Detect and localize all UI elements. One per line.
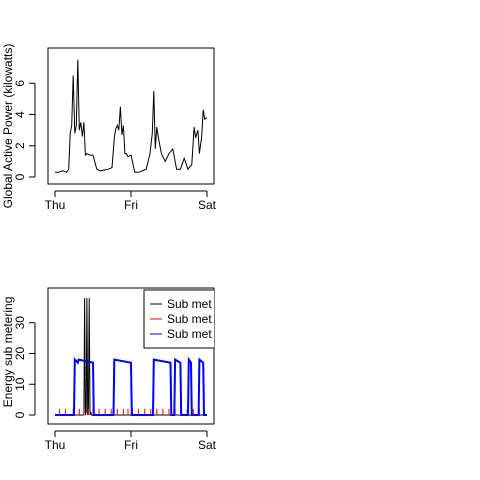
power-chart: 0 2 4 6 Thu Fri Sat Global Active Power (kilo… bbox=[1, 44, 217, 212]
submetering-y-axis-label: Energy sub metering bbox=[1, 297, 15, 408]
submetering-y-tick-label-1: 10 bbox=[13, 377, 27, 391]
submetering-y-tick-label-2: 20 bbox=[13, 347, 27, 361]
submetering-y-tick-label-0: 0 bbox=[13, 411, 27, 418]
submetering-series-line-1 bbox=[55, 298, 207, 416]
power-series-line-1 bbox=[55, 59, 208, 173]
submetering-series-line-3 bbox=[55, 356, 207, 416]
power-x-axis: Thu Fri Sat bbox=[45, 190, 217, 212]
submetering-y-axis: 0 10 20 30 bbox=[13, 316, 36, 418]
submetering-x-tick-label-2: Sat bbox=[198, 438, 217, 452]
power-y-tick-label-2: 4 bbox=[13, 111, 27, 118]
legend-label-2: Sub met bbox=[167, 312, 212, 326]
submetering-x-axis: Thu Fri Sat bbox=[45, 430, 217, 452]
submetering-x-tick-label-1: Fri bbox=[124, 438, 138, 452]
submetering-x-tick-label-0: Thu bbox=[45, 438, 66, 452]
legend-label-3: Sub met bbox=[167, 327, 212, 341]
submetering-plot-frame bbox=[47, 287, 215, 425]
submetering-y-tick-label-3: 30 bbox=[13, 316, 27, 330]
power-series-layer bbox=[55, 59, 208, 173]
submetering-chart: 0 10 20 30 Thu Fri Sat Energy sub metering Su… bbox=[1, 287, 217, 452]
power-y-axis: 0 2 4 6 bbox=[13, 80, 36, 180]
submetering-series-layer bbox=[55, 298, 207, 416]
power-x-tick-label-1: Fri bbox=[124, 198, 138, 212]
legend-label-1: Sub met bbox=[167, 297, 212, 311]
power-y-tick-label-0: 0 bbox=[13, 173, 27, 180]
power-x-tick-label-2: Sat bbox=[198, 198, 217, 212]
power-y-axis-label: Global Active Power (kilowatts) bbox=[1, 44, 15, 209]
power-y-tick-label-1: 2 bbox=[13, 142, 27, 149]
power-x-tick-label-0: Thu bbox=[45, 198, 66, 212]
power-plot-frame bbox=[47, 47, 215, 185]
power-y-tick-label-3: 6 bbox=[13, 80, 27, 87]
